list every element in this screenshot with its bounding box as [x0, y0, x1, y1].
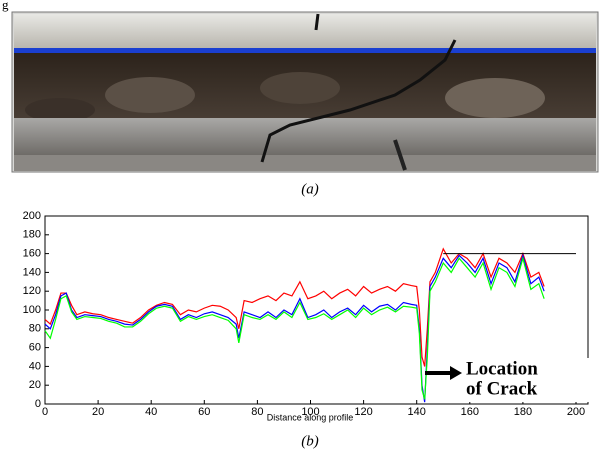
annotation-bg	[462, 358, 606, 402]
y-tick-label: 20	[29, 379, 41, 391]
x-tick-label: 160	[461, 406, 479, 418]
y-tick-label: 160	[23, 248, 41, 260]
y-tick-label: 0	[35, 398, 41, 410]
y-tick-label: 140	[23, 266, 41, 278]
x-axis-label: Distance along profile	[267, 412, 354, 422]
x-tick-label: 40	[145, 406, 157, 418]
annotation-arrowhead	[450, 366, 462, 380]
data-line	[44, 253, 545, 403]
x-tick-label: 100	[301, 406, 319, 418]
x-tick-label: 180	[514, 406, 532, 418]
x-tick-label: 200	[567, 406, 585, 418]
data-line	[44, 247, 545, 367]
data-line	[44, 255, 545, 400]
x-tick-label: 120	[354, 406, 372, 418]
caption: (a)	[301, 181, 319, 197]
annotation: Location	[466, 358, 538, 379]
y-tick-label: 180	[23, 229, 41, 241]
y-tick-label: 40	[29, 360, 41, 372]
y-tick-label: 120	[23, 285, 41, 297]
x-tick-label: 140	[408, 406, 426, 418]
y-tick-label: 80	[29, 323, 41, 335]
annotation: of Crack	[466, 378, 538, 399]
x-tick-label: 80	[251, 406, 263, 418]
caption: (b)	[301, 433, 319, 449]
x-tick-label: 0	[42, 406, 48, 418]
x-tick-label: 60	[198, 406, 210, 418]
photo	[11, 11, 599, 173]
x-tick-label: 20	[92, 406, 104, 418]
fragment-text: g	[2, 0, 9, 12]
y-tick-label: 100	[23, 304, 41, 316]
y-tick-label: 60	[29, 342, 41, 354]
y-tick-label: 200	[23, 210, 41, 222]
